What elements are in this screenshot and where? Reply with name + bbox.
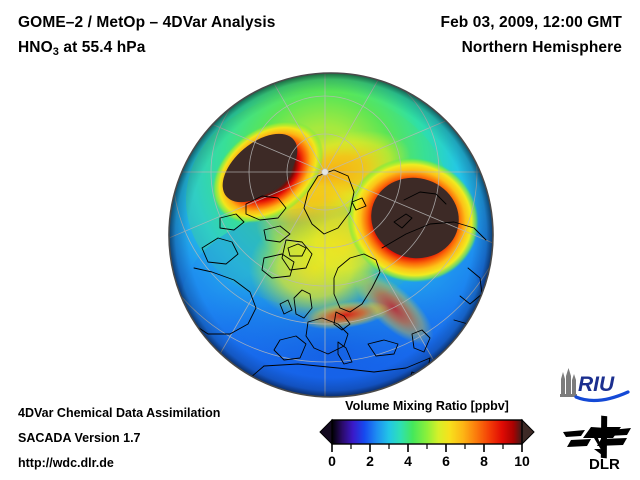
riu-swoosh-icon	[574, 390, 630, 403]
globe-map	[168, 72, 494, 398]
subtitle-subscript: 3	[52, 46, 59, 58]
colorbar-tick-labels: 0 2 4 6 8 10	[328, 453, 530, 469]
colorbar-svg: 0 2 4 6 8 10	[319, 418, 535, 469]
colorbar-tick-5: 10	[514, 453, 530, 469]
globe-outline	[168, 72, 494, 398]
globe-svg	[168, 72, 494, 398]
colorbar-gradient	[331, 419, 523, 445]
colorbar-over-arrow	[521, 418, 535, 446]
riu-logo: RIU	[557, 366, 631, 406]
subtitle-species: HNO	[18, 39, 53, 56]
page-subtitle: HNO3 at 55.4 hPa	[18, 35, 276, 62]
dlr-logo-svg: DLR	[563, 415, 631, 473]
region-label: Northern Hemisphere	[461, 39, 622, 56]
colorbar-tick-2: 4	[404, 453, 412, 469]
dlr-logo: DLR	[561, 414, 635, 473]
colorbar-tick-0: 0	[328, 453, 336, 469]
riu-logo-text: RIU	[578, 373, 615, 396]
credits-block: 4DVar Chemical Data Assimilation SACADA …	[18, 401, 220, 476]
colorbar-tick-1: 2	[366, 453, 374, 469]
timestamp-label: Feb 03, 2009, 12:00 GMT	[440, 14, 622, 31]
riu-towers-icon	[560, 368, 577, 397]
colorbar-tick-3: 6	[442, 453, 450, 469]
page-title: GOME–2 / MetOp – 4DVar Analysis	[18, 14, 276, 31]
colorbar-minor-ticks	[350, 444, 504, 449]
dlr-logo-text: DLR	[589, 456, 620, 472]
dlr-mark-icon	[563, 415, 631, 459]
subtitle-level: at 55.4 hPa	[58, 39, 146, 56]
colorbar-title: Volume Mixing Ratio [ppbv]	[345, 399, 509, 413]
credit-method: 4DVar Chemical Data Assimilation	[18, 406, 221, 420]
header-left: GOME–2 / MetOp – 4DVar Analysis HNO3 at …	[18, 10, 276, 62]
credit-version: SACADA Version 1.7	[18, 431, 141, 445]
colorbar-block: Volume Mixing Ratio [ppbv]	[318, 399, 536, 469]
credit-url: http://wdc.dlr.de	[18, 456, 114, 470]
globe-data-field	[169, 73, 493, 397]
colorbar-tick-4: 8	[480, 453, 488, 469]
header-right: Feb 03, 2009, 12:00 GMT Northern Hemisph…	[441, 10, 623, 60]
colorbar-under-arrow	[319, 418, 333, 446]
colorbar-major-ticks	[331, 444, 523, 452]
riu-logo-svg: RIU	[560, 368, 630, 403]
